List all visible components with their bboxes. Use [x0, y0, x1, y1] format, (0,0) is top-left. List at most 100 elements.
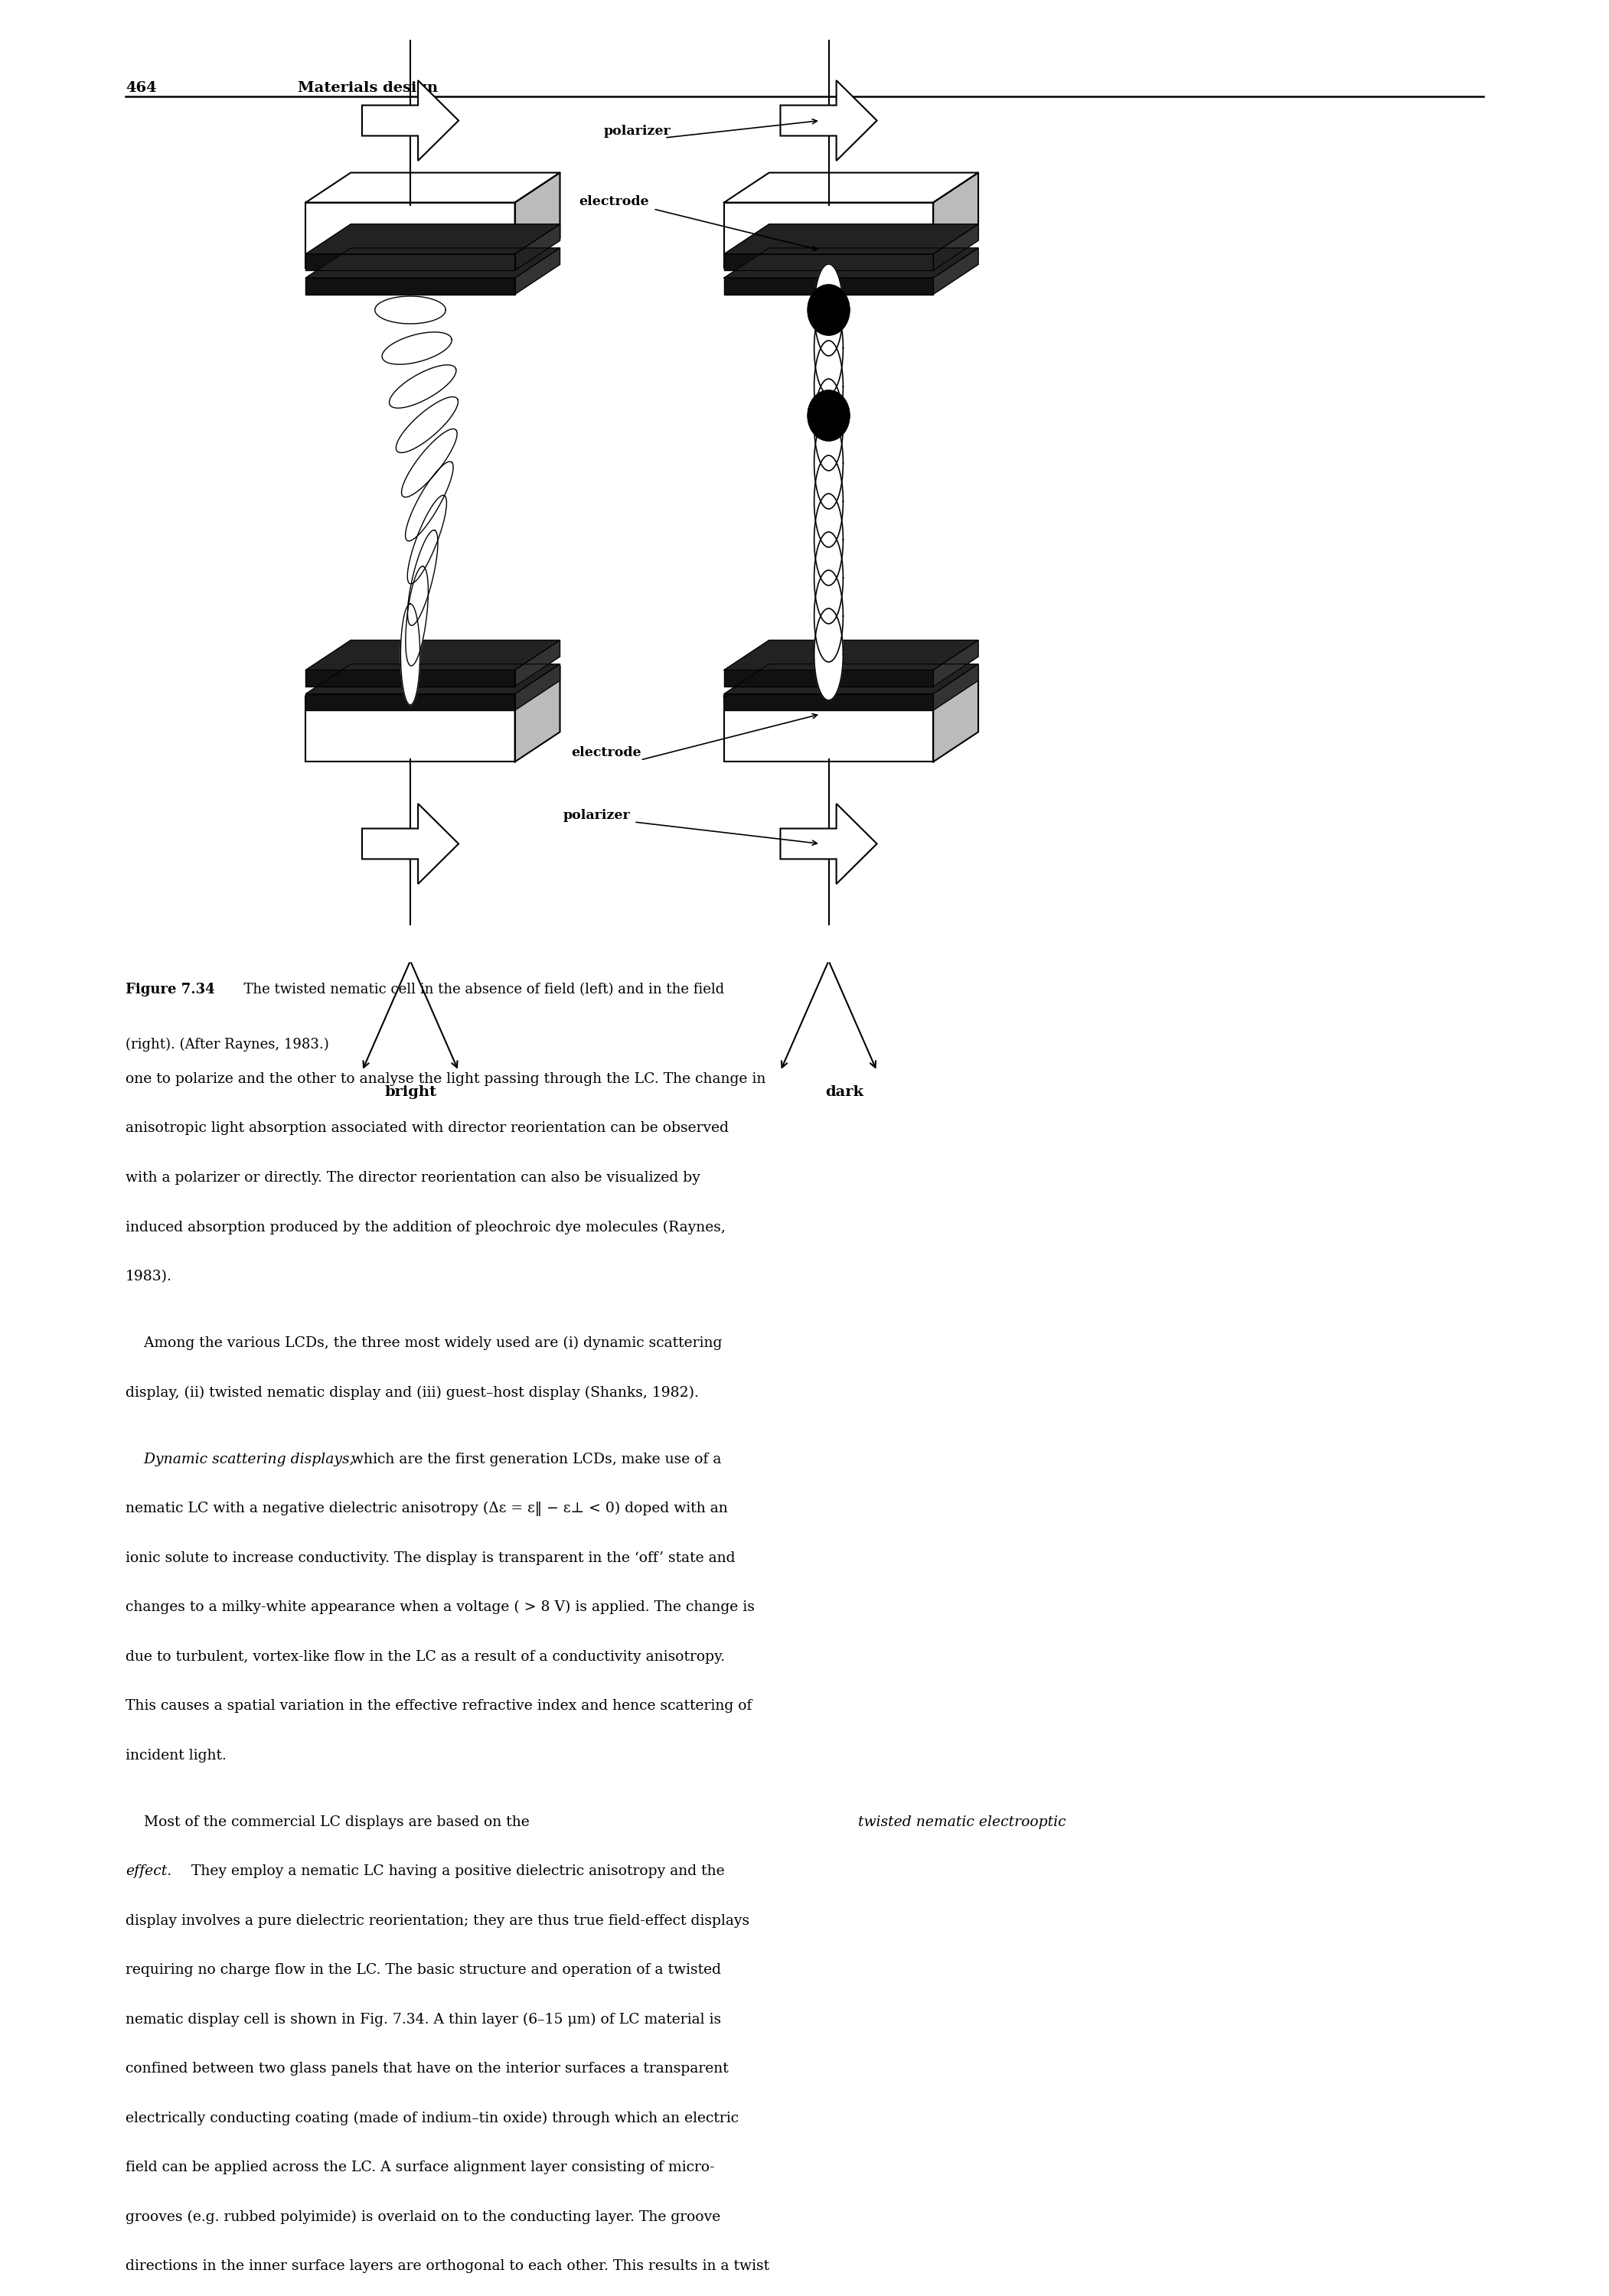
Polygon shape — [515, 664, 560, 709]
Polygon shape — [724, 255, 933, 271]
Polygon shape — [396, 397, 459, 452]
Polygon shape — [724, 202, 933, 269]
Polygon shape — [814, 303, 843, 395]
Polygon shape — [780, 804, 877, 884]
Text: confined between two glass panels that have on the interior surfaces a transpare: confined between two glass panels that h… — [126, 2062, 729, 2076]
Text: 464: 464 — [126, 83, 156, 94]
Text: effect.: effect. — [126, 1864, 172, 1878]
Polygon shape — [724, 172, 978, 202]
Polygon shape — [407, 530, 438, 625]
Polygon shape — [814, 608, 843, 700]
Text: nematic LC with a negative dielectric anisotropy (Δε = ε‖ − ε⊥ < 0) doped with a: nematic LC with a negative dielectric an… — [126, 1502, 727, 1515]
Polygon shape — [814, 340, 843, 432]
Polygon shape — [814, 379, 843, 471]
Polygon shape — [306, 664, 560, 693]
Polygon shape — [515, 225, 560, 271]
Text: display, (ii) twisted nematic display and (iii) guest–host display (Shanks, 1982: display, (ii) twisted nematic display an… — [126, 1387, 698, 1401]
Text: polarizer: polarizer — [563, 808, 631, 822]
Polygon shape — [814, 494, 843, 585]
Text: nematic display cell is shown in Fig. 7.34. A thin layer (6–15 μm) of LC materia: nematic display cell is shown in Fig. 7.… — [126, 2014, 721, 2027]
Polygon shape — [724, 666, 978, 696]
Text: display involves a pure dielectric reorientation; they are thus true field-effec: display involves a pure dielectric reori… — [126, 1915, 750, 1929]
Polygon shape — [724, 696, 933, 762]
Text: electrode: electrode — [579, 195, 650, 209]
Text: polarizer: polarizer — [603, 124, 671, 138]
Polygon shape — [780, 80, 877, 161]
Text: field can be applied across the LC. A surface alignment layer consisting of micr: field can be applied across the LC. A su… — [126, 2161, 714, 2174]
Polygon shape — [306, 641, 560, 670]
Polygon shape — [724, 664, 978, 693]
Polygon shape — [362, 804, 459, 884]
Polygon shape — [724, 278, 933, 294]
Text: changes to a milky-white appearance when a voltage ( > 8 V) is applied. The chan: changes to a milky-white appearance when… — [126, 1600, 755, 1614]
Polygon shape — [306, 255, 515, 271]
Text: with a polarizer or directly. The director reorientation can also be visualized : with a polarizer or directly. The direct… — [126, 1171, 700, 1185]
Polygon shape — [306, 670, 515, 687]
Polygon shape — [724, 225, 978, 255]
Text: requiring no charge flow in the LC. The basic structure and operation of a twist: requiring no charge flow in the LC. The … — [126, 1963, 721, 1977]
Polygon shape — [724, 693, 933, 709]
Polygon shape — [389, 365, 455, 409]
Polygon shape — [306, 172, 560, 202]
Polygon shape — [724, 670, 933, 687]
Polygon shape — [405, 461, 454, 542]
Polygon shape — [808, 285, 850, 335]
Polygon shape — [405, 567, 428, 666]
Polygon shape — [814, 418, 843, 510]
Polygon shape — [407, 496, 447, 583]
Polygon shape — [933, 666, 978, 762]
Text: which are the first generation LCDs, make use of a: which are the first generation LCDs, mak… — [348, 1453, 721, 1467]
Polygon shape — [362, 80, 459, 161]
Polygon shape — [306, 202, 515, 269]
Polygon shape — [933, 225, 978, 271]
Text: They employ a nematic LC having a positive dielectric anisotropy and the: They employ a nematic LC having a positi… — [187, 1864, 724, 1878]
Text: dark: dark — [825, 1086, 864, 1100]
Text: Dynamic scattering displays,: Dynamic scattering displays, — [126, 1453, 354, 1467]
Text: 1983).: 1983). — [126, 1270, 172, 1283]
Polygon shape — [814, 455, 843, 546]
Polygon shape — [724, 248, 978, 278]
Polygon shape — [933, 641, 978, 687]
Text: This causes a spatial variation in the effective refractive index and hence scat: This causes a spatial variation in the e… — [126, 1699, 751, 1713]
Text: Figure 7.34: Figure 7.34 — [126, 983, 214, 996]
Polygon shape — [306, 225, 560, 255]
Text: bright: bright — [385, 1086, 436, 1100]
Polygon shape — [306, 278, 515, 294]
Polygon shape — [814, 569, 843, 661]
Polygon shape — [515, 641, 560, 687]
Polygon shape — [375, 296, 446, 324]
Polygon shape — [515, 666, 560, 762]
Text: (right). (After Raynes, 1983.): (right). (After Raynes, 1983.) — [126, 1038, 328, 1052]
Polygon shape — [724, 641, 978, 670]
Polygon shape — [515, 248, 560, 294]
Polygon shape — [814, 533, 843, 625]
Text: Most of the commercial LC displays are based on the: Most of the commercial LC displays are b… — [126, 1816, 534, 1830]
Polygon shape — [381, 333, 452, 365]
Text: grooves (e.g. rubbed polyimide) is overlaid on to the conducting layer. The groo: grooves (e.g. rubbed polyimide) is overl… — [126, 2211, 721, 2225]
Polygon shape — [933, 248, 978, 294]
Text: anisotropic light absorption associated with director reorientation can be obser: anisotropic light absorption associated … — [126, 1120, 729, 1134]
Text: Materials design: Materials design — [298, 83, 438, 94]
Text: twisted nematic electrooptic: twisted nematic electrooptic — [859, 1816, 1067, 1830]
Polygon shape — [808, 390, 850, 441]
Polygon shape — [814, 264, 843, 356]
Text: electrically conducting coating (made of indium–tin oxide) through which an elec: electrically conducting coating (made of… — [126, 2112, 739, 2126]
Text: induced absorption produced by the addition of pleochroic dye molecules (Raynes,: induced absorption produced by the addit… — [126, 1221, 726, 1235]
Polygon shape — [306, 666, 560, 696]
Text: The twisted nematic cell in the absence of field (left) and in the field: The twisted nematic cell in the absence … — [235, 983, 724, 996]
Text: Among the various LCDs, the three most widely used are (i) dynamic scattering: Among the various LCDs, the three most w… — [126, 1336, 722, 1350]
Text: directions in the inner surface layers are orthogonal to each other. This result: directions in the inner surface layers a… — [126, 2259, 769, 2273]
Text: electrode: electrode — [571, 746, 642, 760]
Polygon shape — [933, 664, 978, 709]
Text: due to turbulent, vortex-like flow in the LC as a result of a conductivity aniso: due to turbulent, vortex-like flow in th… — [126, 1651, 726, 1665]
Polygon shape — [401, 604, 420, 705]
Text: incident light.: incident light. — [126, 1750, 227, 1763]
Polygon shape — [306, 696, 515, 762]
Polygon shape — [306, 248, 560, 278]
Polygon shape — [402, 429, 457, 498]
Polygon shape — [933, 172, 978, 269]
Polygon shape — [515, 172, 560, 269]
Text: one to polarize and the other to analyse the light passing through the LC. The c: one to polarize and the other to analyse… — [126, 1072, 766, 1086]
Text: ionic solute to increase conductivity. The display is transparent in the ‘off’ s: ionic solute to increase conductivity. T… — [126, 1552, 735, 1566]
Polygon shape — [306, 693, 515, 709]
